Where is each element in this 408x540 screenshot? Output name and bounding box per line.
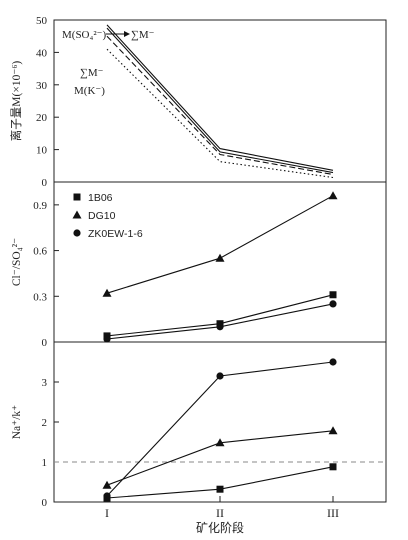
data-point (329, 300, 337, 308)
data-point (329, 358, 337, 366)
y-tick-label: 1 (42, 457, 48, 469)
annotation-label: M(K⁻) (74, 85, 105, 97)
y-axis-label: Cl⁻/SO₄²⁻ (11, 238, 23, 286)
y-tick-label: 0.9 (33, 200, 47, 212)
annotation-label: ∑M⁻ (131, 29, 155, 41)
series-line (106, 361, 334, 497)
legend-label: DG10 (88, 210, 116, 222)
legend-label: 1B06 (88, 192, 113, 204)
legend-marker (72, 210, 82, 219)
x-tick-label: I (105, 506, 109, 520)
x-axis-label: 矿化阶段 (196, 520, 244, 535)
data-point (103, 492, 111, 500)
y-axis-label: Na⁺/k⁺ (11, 405, 23, 440)
y-tick-label: 50 (36, 15, 48, 27)
y-tick-label: 30 (36, 80, 48, 92)
y-tick-label: 20 (36, 112, 48, 124)
y-tick-label: 0 (42, 177, 48, 189)
series-line (106, 27, 334, 174)
data-point (103, 335, 111, 343)
annotation-arrowhead (124, 31, 130, 37)
data-point (216, 372, 224, 380)
data-point (102, 480, 112, 489)
series-line (106, 48, 334, 179)
y-tick-label: 0 (42, 337, 48, 349)
y-axis-label: 离子量M(×10⁻⁶) (9, 61, 23, 142)
annotation-label: M(SO₄²⁻) (62, 29, 106, 41)
data-point (329, 463, 337, 471)
y-tick-label: 3 (42, 377, 48, 389)
y-tick-label: 0.3 (33, 291, 47, 303)
y-tick-label: 10 (36, 145, 48, 157)
series-line (106, 195, 334, 294)
data-point (102, 288, 112, 297)
legend-label: ZK0EW-1-6 (88, 228, 143, 240)
y-tick-label: 2 (42, 417, 48, 429)
data-point (216, 485, 224, 493)
series-line (106, 24, 334, 171)
series-line (106, 466, 334, 499)
data-point (328, 191, 338, 200)
data-point (215, 253, 225, 262)
legend-marker (73, 229, 81, 237)
data-point (216, 323, 224, 331)
annotation-label: ∑M⁻ (80, 67, 104, 79)
x-tick-label: III (327, 506, 339, 520)
series-line (106, 35, 334, 176)
y-tick-label: 0.6 (33, 246, 47, 258)
y-tick-label: 0 (42, 497, 48, 509)
x-tick-label: II (216, 506, 224, 520)
legend-marker (73, 193, 81, 201)
y-tick-label: 40 (36, 47, 48, 59)
data-point (328, 426, 338, 435)
data-point (215, 438, 225, 447)
data-point (329, 291, 337, 299)
